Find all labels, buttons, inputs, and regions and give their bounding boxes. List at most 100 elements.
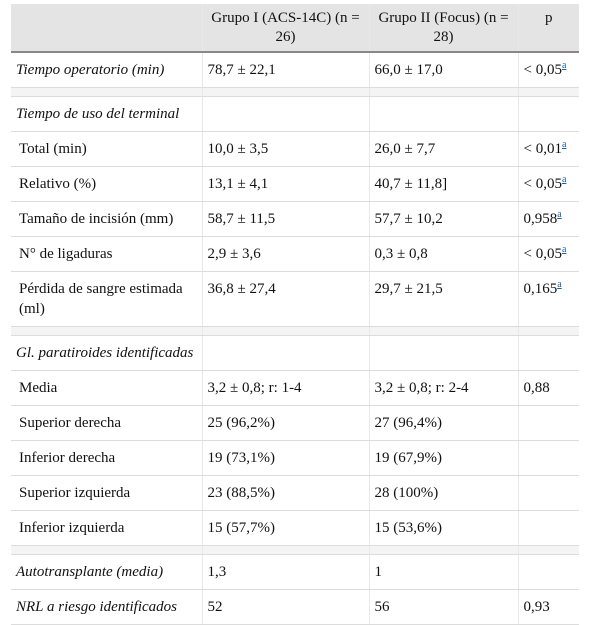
p-value: [517, 405, 579, 441]
group-1-value: [201, 96, 369, 132]
p-value: 0,88: [517, 370, 579, 406]
row-label: NRL a riesgo identificados: [11, 589, 202, 625]
table-row: Tiempo de uso del terminal: [11, 96, 579, 132]
group-2-value: 0,3 ± 0,8: [368, 236, 518, 272]
group-2-value: 56: [368, 589, 518, 625]
p-value-text: 0,958: [523, 211, 558, 227]
group-2-value: [368, 96, 518, 132]
spacer-cell: [517, 326, 579, 336]
header-label: [11, 4, 202, 53]
group-1-value: 52: [201, 589, 369, 625]
footnote-link[interactable]: a: [557, 209, 562, 220]
p-value: < 0,05a: [517, 166, 579, 202]
group-1-value: 10,0 ± 3,5: [201, 131, 369, 167]
row-label: Superior derecha: [11, 405, 202, 441]
table-row: Relativo (%) 13,1 ± 4,1 40,7 ± 11,8] < 0,05…: [11, 166, 579, 202]
header-row: Grupo I (ACS-14C) (n = 26) Grupo II (Foc…: [11, 4, 579, 53]
p-value-text: < 0,01: [523, 141, 562, 157]
row-label: Inferior izquierda: [11, 510, 202, 546]
spacer-cell: [201, 545, 369, 555]
group-1-value: 1,3: [201, 554, 369, 590]
p-value-text: < 0,05: [523, 246, 562, 262]
footnote-link[interactable]: a: [561, 139, 567, 150]
spacer-cell: [517, 545, 579, 555]
row-label: Tiempo operatorio (min): [11, 52, 202, 88]
table-body: Tiempo operatorio (min) 78,7 ± 22,1 66,0 ±…: [11, 52, 579, 625]
table-row: Tiempo operatorio (min) 78,7 ± 22,1 66,0 ±…: [11, 52, 579, 88]
footnote-link[interactable]: a: [561, 174, 567, 185]
table-row: Media 3,2 ± 0,8; r: 1-4 3,2 ± 0,8; r: 2-4 0…: [11, 370, 579, 406]
group-2-value: 29,7 ± 21,5: [368, 271, 518, 327]
p-value-text: < 0,05: [523, 176, 562, 192]
spacer-row: [11, 326, 579, 336]
row-label: Total (min): [11, 131, 202, 167]
group-1-value: 3,2 ± 0,8; r: 1-4: [201, 370, 369, 406]
p-value: 0,165a: [517, 271, 579, 327]
table-row: Superior derecha 25 (96,2%) 27 (96,4%): [11, 405, 579, 441]
p-value: [517, 554, 579, 590]
group-2-value: 19 (67,9%): [368, 440, 518, 476]
table-row: Inferior izquierda 15 (57,7%) 15 (53,6%): [11, 510, 579, 546]
table-row: Gl. paratiroides identificadas: [11, 335, 579, 371]
spacer-cell: [517, 87, 579, 97]
spacer-cell: [201, 87, 369, 97]
group-1-value: 15 (57,7%): [201, 510, 369, 546]
table-row: Autotransplante (media) 1,3 1: [11, 554, 579, 590]
row-label: Autotransplante (media): [11, 554, 202, 590]
spacer-cell: [368, 326, 518, 336]
footnote-link[interactable]: a: [561, 60, 567, 71]
p-value-text: 0,165: [523, 281, 558, 297]
group-1-value: 19 (73,1%): [201, 440, 369, 476]
row-label: Media: [11, 370, 202, 406]
table-row: NRL a riesgo identificados 52 56 0,93: [11, 589, 579, 625]
p-value: < 0,01a: [517, 131, 579, 167]
row-label: Relativo (%): [11, 166, 202, 202]
group-1-value: 36,8 ± 27,4: [201, 271, 369, 327]
row-label: Pérdida de sangre estimada (ml): [11, 271, 202, 327]
group-2-value: [368, 335, 518, 371]
group-2-value: 57,7 ± 10,2: [368, 201, 518, 237]
spacer-cell: [11, 326, 202, 336]
p-value-text: < 0,05: [523, 62, 562, 78]
p-value: 0,958a: [517, 201, 579, 237]
row-label: Tamaño de incisión (mm): [11, 201, 202, 237]
header-p: p: [517, 4, 579, 53]
group-1-value: 25 (96,2%): [201, 405, 369, 441]
p-value: 0,93: [517, 589, 579, 625]
row-label: Superior izquierda: [11, 475, 202, 511]
spacer-cell: [11, 87, 202, 97]
table-row: Total (min) 10,0 ± 3,5 26,0 ± 7,7 < 0,01a: [11, 131, 579, 167]
footnote-link[interactable]: a: [557, 279, 562, 290]
table-row: Superior izquierda 23 (88,5%) 28 (100%): [11, 475, 579, 511]
table-row: Inferior derecha 19 (73,1%) 19 (67,9%): [11, 440, 579, 476]
row-label: Gl. paratiroides identificadas: [11, 335, 202, 371]
group-2-value: 26,0 ± 7,7: [368, 131, 518, 167]
p-value: < 0,05a: [517, 52, 579, 88]
group-2-value: 40,7 ± 11,8]: [368, 166, 518, 202]
p-value: [517, 440, 579, 476]
row-label: Inferior derecha: [11, 440, 202, 476]
group-2-value: 28 (100%): [368, 475, 518, 511]
table-row: Pérdida de sangre estimada (ml) 36,8 ± 27…: [11, 271, 579, 327]
header-group-2: Grupo II (Focus) (n = 28): [368, 4, 518, 53]
p-value: [517, 96, 579, 132]
footnote-link[interactable]: a: [561, 244, 567, 255]
results-table: Grupo I (ACS-14C) (n = 26) Grupo II (Foc…: [11, 4, 579, 625]
group-2-value: 27 (96,4%): [368, 405, 518, 441]
p-value: [517, 510, 579, 546]
spacer-row: [11, 545, 579, 555]
spacer-cell: [368, 87, 518, 97]
group-2-value: 66,0 ± 17,0: [368, 52, 518, 88]
group-2-value: 3,2 ± 0,8; r: 2-4: [368, 370, 518, 406]
group-1-value: 2,9 ± 3,6: [201, 236, 369, 272]
table-row: N° de ligaduras 2,9 ± 3,6 0,3 ± 0,8 < 0,05a: [11, 236, 579, 272]
table-row: Tamaño de incisión (mm) 58,7 ± 11,5 57,7 ±…: [11, 201, 579, 237]
group-2-value: 15 (53,6%): [368, 510, 518, 546]
group-1-value: 13,1 ± 4,1: [201, 166, 369, 202]
spacer-row: [11, 87, 579, 97]
spacer-cell: [11, 545, 202, 555]
p-value: [517, 335, 579, 371]
p-value: [517, 475, 579, 511]
row-label: N° de ligaduras: [11, 236, 202, 272]
row-label: Tiempo de uso del terminal: [11, 96, 202, 132]
